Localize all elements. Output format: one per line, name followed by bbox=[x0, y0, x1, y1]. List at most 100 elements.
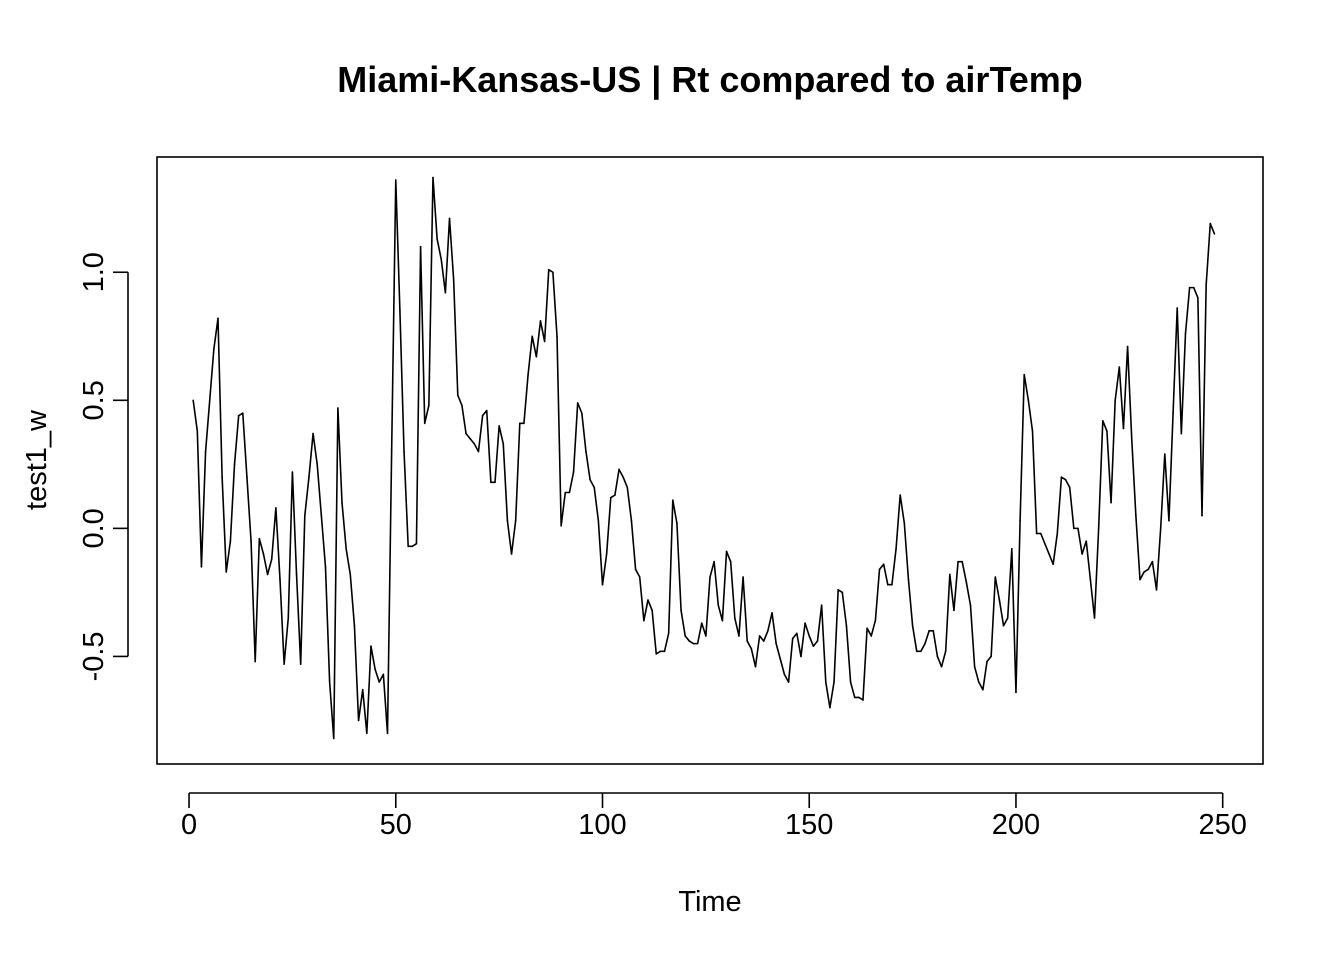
data-point bbox=[337, 407, 339, 409]
data-point bbox=[862, 699, 864, 701]
data-point bbox=[754, 665, 757, 668]
data-point bbox=[295, 573, 298, 576]
data-point bbox=[961, 560, 964, 563]
data-point bbox=[605, 553, 608, 555]
data-point bbox=[808, 635, 811, 637]
data-point bbox=[423, 422, 426, 425]
data-point bbox=[601, 583, 604, 586]
data-point bbox=[357, 719, 360, 722]
data-point bbox=[1118, 366, 1121, 368]
data-point bbox=[990, 655, 992, 658]
data-point bbox=[345, 548, 347, 550]
data-point bbox=[643, 619, 645, 622]
data-point bbox=[1135, 514, 1137, 517]
data-point bbox=[692, 642, 695, 645]
data-point bbox=[779, 658, 782, 660]
data-points bbox=[192, 176, 1216, 740]
data-point bbox=[394, 179, 397, 181]
data-point bbox=[866, 627, 868, 630]
y-axis-label: test1_w bbox=[21, 409, 53, 510]
data-point bbox=[456, 394, 459, 396]
y-axis: -0.5 0.0 0.5 1.0 bbox=[78, 252, 129, 681]
x-tick-label: 250 bbox=[1198, 809, 1246, 841]
data-point bbox=[564, 491, 567, 494]
data-point bbox=[783, 673, 786, 676]
data-point bbox=[1151, 560, 1154, 563]
data-point bbox=[982, 688, 984, 691]
data-point bbox=[1089, 578, 1092, 581]
data-point bbox=[1015, 691, 1017, 694]
data-point bbox=[552, 271, 554, 274]
data-point bbox=[928, 630, 930, 632]
data-point bbox=[663, 650, 666, 653]
data-point bbox=[874, 619, 877, 622]
data-point bbox=[229, 540, 232, 542]
data-point bbox=[907, 578, 910, 581]
data-point bbox=[390, 450, 393, 453]
data-point bbox=[1085, 540, 1088, 542]
data-point bbox=[332, 737, 335, 740]
data-point bbox=[1192, 286, 1195, 289]
data-point bbox=[1209, 222, 1212, 225]
data-point bbox=[915, 650, 918, 653]
data-point bbox=[432, 176, 434, 179]
data-point bbox=[200, 565, 203, 568]
data-point bbox=[233, 463, 236, 466]
data-point bbox=[519, 422, 521, 425]
data-point bbox=[738, 635, 740, 637]
data-point bbox=[1164, 453, 1166, 455]
data-point bbox=[994, 576, 997, 578]
data-point bbox=[734, 617, 736, 619]
data-point bbox=[461, 404, 463, 407]
data-point bbox=[473, 443, 476, 445]
data-point bbox=[1122, 427, 1125, 430]
data-point bbox=[986, 660, 988, 663]
data-point bbox=[1052, 563, 1054, 566]
data-point bbox=[787, 681, 790, 683]
x-axis-label: Time bbox=[678, 886, 741, 918]
data-point bbox=[510, 553, 513, 555]
data-point bbox=[308, 476, 310, 478]
data-point bbox=[940, 665, 943, 668]
data-point bbox=[283, 663, 285, 665]
data-point bbox=[1106, 430, 1108, 432]
data-point bbox=[299, 663, 302, 665]
data-point bbox=[1197, 297, 1199, 299]
data-point bbox=[539, 320, 542, 322]
data-point bbox=[1147, 568, 1150, 571]
data-point bbox=[841, 591, 844, 594]
data-point bbox=[576, 402, 579, 404]
data-point bbox=[498, 425, 500, 427]
data-point bbox=[1114, 399, 1116, 402]
data-point bbox=[403, 450, 405, 453]
data-point bbox=[1006, 617, 1009, 619]
data-point bbox=[1002, 624, 1005, 627]
data-point bbox=[370, 645, 372, 647]
data-point bbox=[312, 432, 314, 435]
data-point bbox=[1044, 542, 1046, 545]
data-point bbox=[514, 519, 517, 522]
data-point bbox=[568, 491, 571, 494]
data-point bbox=[977, 681, 980, 683]
data-point bbox=[1205, 284, 1207, 286]
series-line-test1-w bbox=[192, 176, 1216, 740]
data-point bbox=[849, 681, 852, 683]
data-point bbox=[1019, 519, 1021, 522]
x-tick-label: 200 bbox=[992, 809, 1040, 841]
data-point bbox=[415, 542, 418, 545]
data-point bbox=[791, 637, 794, 640]
data-point bbox=[469, 437, 471, 440]
data-point bbox=[444, 291, 447, 294]
data-point bbox=[920, 650, 922, 653]
data-point bbox=[374, 668, 376, 671]
data-point bbox=[196, 430, 199, 432]
data-point bbox=[1213, 233, 1216, 235]
data-point bbox=[671, 499, 674, 502]
data-point bbox=[886, 583, 889, 586]
data-point bbox=[481, 414, 484, 417]
y-tick-label: 0.5 bbox=[78, 380, 110, 420]
data-point bbox=[1068, 486, 1071, 489]
data-point bbox=[250, 540, 252, 542]
data-point bbox=[1139, 578, 1141, 581]
data-point bbox=[796, 632, 798, 635]
